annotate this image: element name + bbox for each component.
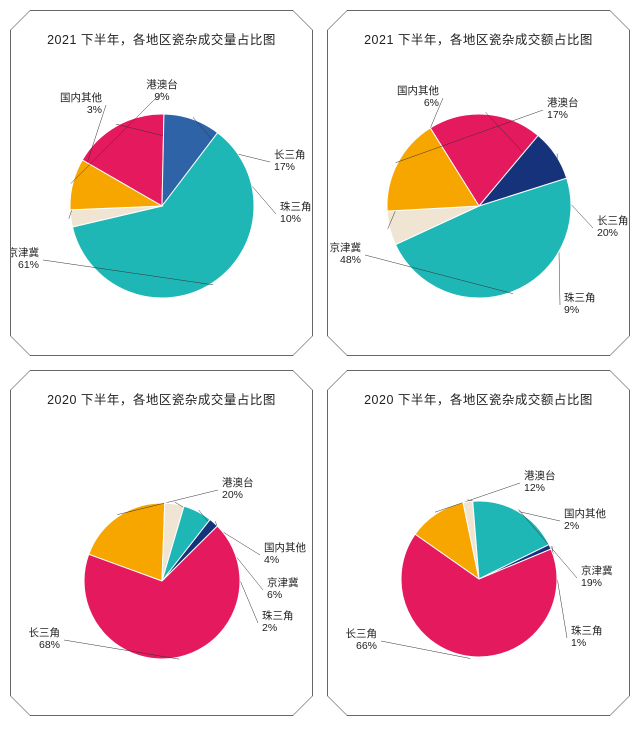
chart-grid: 2021 下半年，各地区瓷杂成交量占比图长三角17%珠三角10%京津冀61%国内… [10,10,630,716]
slice-label-name: 珠三角 [571,624,603,637]
slice-label-pct: 1% [571,637,586,649]
slice-label-pct: 12% [524,482,545,494]
slice-label-name: 长三角 [597,215,629,227]
slice-label-name: 国内其他 [264,541,306,554]
slice-label-name: 国内其他 [564,507,606,520]
slice-label-pct: 6% [267,589,282,601]
slice-label-pct: 6% [424,97,439,109]
slice-label-name: 国内其他 [60,91,102,104]
slice-label-name: 珠三角 [280,200,312,213]
slice-label-pct: 48% [340,254,361,266]
slice-label-name: 长三角 [346,628,378,640]
chart-panel: 2021 下半年，各地区瓷杂成交额占比图长三角20%珠三角9%京津冀48%国内其… [327,10,630,356]
slice-label-name: 京津冀 [11,246,39,259]
slice-label-pct: 66% [356,640,377,652]
slice-label-name: 珠三角 [262,609,294,622]
slice-label-name: 珠三角 [564,291,596,304]
slice-label-pct: 20% [222,489,243,501]
slice-label-pct: 3% [87,104,102,116]
slice-label-pct: 2% [262,622,277,634]
slice-label-pct: 68% [39,639,60,651]
pie-chart: 港澳台12% 国内其他2% 京津冀19% 珠三角1% 长三角66% [328,371,630,717]
slice-label-pct: 9% [564,304,579,316]
slice-label-name: 京津冀 [581,564,613,577]
slice-label-pct: 17% [274,161,295,173]
slice-label-pct: 10% [280,213,301,225]
slice-label-pct: 4% [264,554,279,566]
slice-label-name: 长三角 [274,149,306,161]
slice-label-pct: 2% [564,520,579,532]
slice-label-pct: 17% [547,109,568,121]
chart-panel: 2020 下半年，各地区瓷杂成交额占比图港澳台12%国内其他2%京津冀19%珠三… [327,370,630,716]
pie-chart: 长三角20% 珠三角9% 京津冀48% 国内其他6% 港澳台17% [328,11,630,357]
slice-label-name: 港澳台 [547,96,579,109]
pie-chart: 长三角17% 珠三角10% 京津冀61% 国内其他3% 港澳台9% [11,11,313,357]
slice-label-name: 长三角 [29,627,61,639]
slice-label-name: 京津冀 [267,576,299,589]
slice-label-name: 港澳台 [222,476,254,489]
slice-label-pct: 61% [18,259,39,271]
slice-label-name: 国内其他 [397,84,439,97]
slice-label-name: 港澳台 [146,78,178,91]
chart-panel: 2020 下半年，各地区瓷杂成交量占比图港澳台20%国内其他4%京津冀6%珠三角… [10,370,313,716]
slice-label-pct: 20% [597,227,618,239]
slice-label-pct: 9% [154,91,169,103]
slice-label-name: 京津冀 [330,241,362,254]
chart-panel: 2021 下半年，各地区瓷杂成交量占比图长三角17%珠三角10%京津冀61%国内… [10,10,313,356]
slice-label-pct: 19% [581,577,602,589]
slice-label-name: 港澳台 [524,469,556,482]
pie-chart: 港澳台20% 国内其他4% 京津冀6% 珠三角2% 长三角68% [11,371,313,717]
